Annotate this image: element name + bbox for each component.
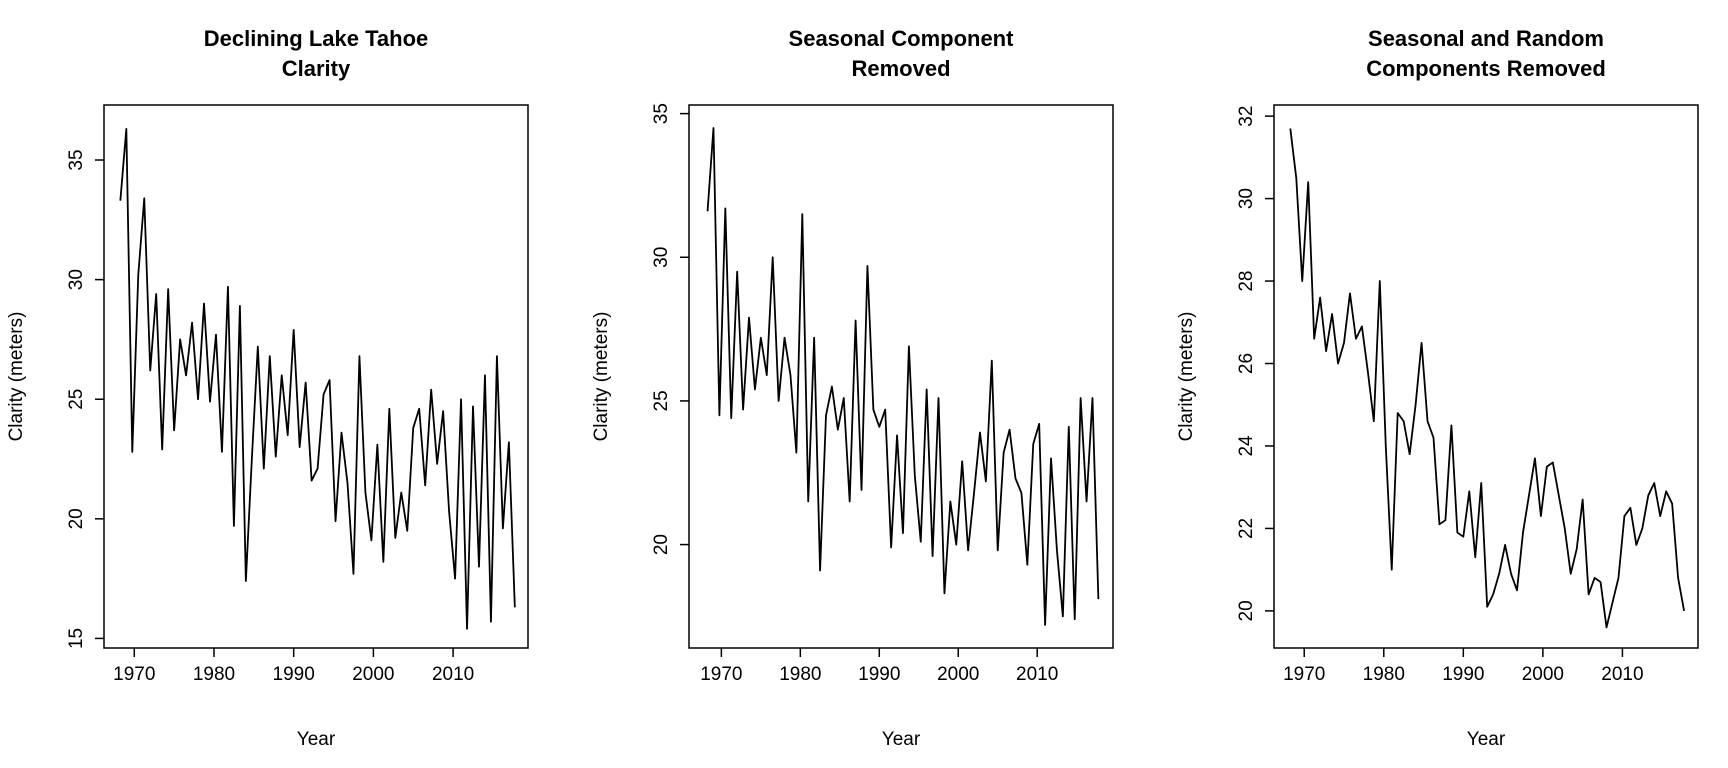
y-tick-label: 20 — [651, 534, 672, 555]
y-tick-label: 25 — [66, 389, 87, 410]
x-tick-label: 1990 — [273, 664, 315, 685]
x-tick-label: 1970 — [1283, 664, 1325, 685]
x-axis-label: Year — [1467, 729, 1506, 750]
x-tick-label: 1990 — [1442, 664, 1484, 685]
y-axis-label: Clarity (meters) — [6, 312, 27, 442]
y-tick-label: 20 — [66, 508, 87, 529]
y-tick-label: 26 — [1236, 353, 1257, 374]
chart-title: Removed — [851, 56, 950, 81]
y-tick-label: 20 — [1236, 600, 1257, 621]
y-tick-label: 25 — [651, 390, 672, 411]
data-line — [706, 127, 1100, 626]
y-tick-label: 22 — [1236, 518, 1257, 539]
x-axis-label: Year — [297, 729, 336, 750]
y-tick-label: 30 — [66, 269, 87, 290]
y-tick-label: 35 — [66, 149, 87, 170]
x-tick-label: 2010 — [1016, 664, 1058, 685]
chart-title: Clarity — [282, 56, 351, 81]
x-tick-label: 2010 — [432, 664, 474, 685]
x-tick-label: 1970 — [113, 664, 155, 685]
chart-title: Seasonal and Random — [1368, 26, 1604, 51]
y-tick-label: 30 — [1236, 188, 1257, 209]
x-tick-label: 2000 — [937, 664, 979, 685]
x-tick-label: 2000 — [1522, 664, 1564, 685]
data-line — [1289, 128, 1685, 629]
y-axis-label: Clarity (meters) — [591, 312, 612, 442]
y-tick-label: 15 — [66, 628, 87, 649]
chart-title: Seasonal Component — [789, 26, 1015, 51]
x-tick-label: 1990 — [858, 664, 900, 685]
chart-title: Components Removed — [1366, 56, 1606, 81]
y-tick-label: 28 — [1236, 270, 1257, 291]
x-tick-label: 2010 — [1601, 664, 1643, 685]
plot-frame — [688, 104, 1114, 649]
x-tick-label: 2000 — [352, 664, 394, 685]
x-axis-label: Year — [882, 729, 921, 750]
y-tick-label: 35 — [651, 103, 672, 124]
chart-title: Declining Lake Tahoe — [204, 26, 429, 51]
plot-frame — [103, 104, 529, 649]
y-axis-label: Clarity (meters) — [1176, 312, 1197, 442]
y-tick-label: 24 — [1236, 435, 1257, 457]
x-tick-label: 1980 — [1363, 664, 1405, 685]
x-tick-label: 1980 — [779, 664, 821, 685]
data-line — [119, 128, 516, 630]
x-tick-label: 1980 — [193, 664, 235, 685]
plot-frame — [1273, 104, 1699, 649]
y-tick-label: 32 — [1236, 106, 1257, 127]
y-tick-label: 30 — [651, 247, 672, 268]
x-tick-label: 1970 — [700, 664, 742, 685]
